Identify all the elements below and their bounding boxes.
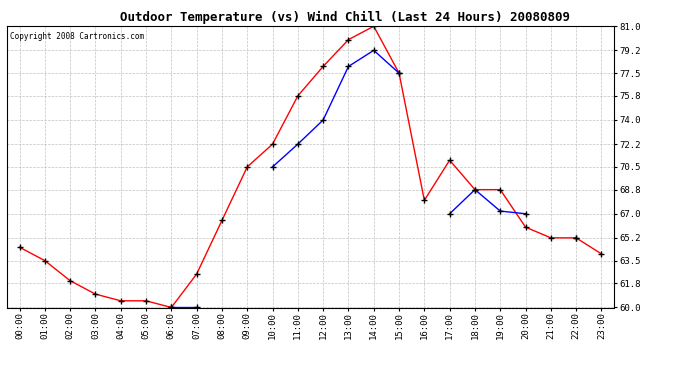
Text: Outdoor Temperature (vs) Wind Chill (Last 24 Hours) 20080809: Outdoor Temperature (vs) Wind Chill (Las… bbox=[120, 11, 570, 24]
Text: Copyright 2008 Cartronics.com: Copyright 2008 Cartronics.com bbox=[10, 32, 144, 41]
